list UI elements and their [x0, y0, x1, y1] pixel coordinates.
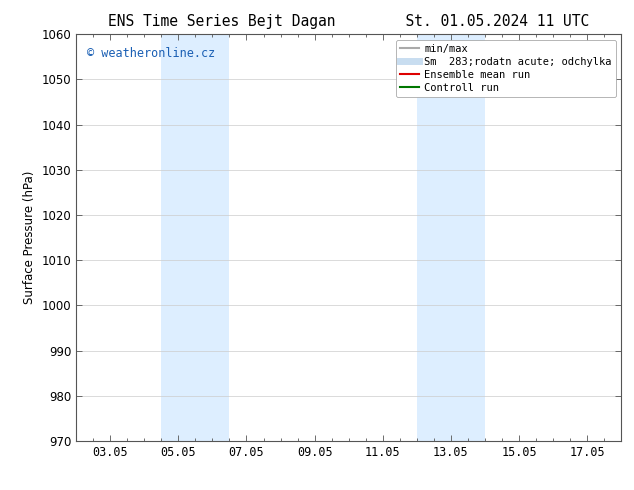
- Bar: [195, 34, 230, 441]
- Y-axis label: Surface Pressure (hPa): Surface Pressure (hPa): [23, 171, 36, 304]
- Legend: min/max, Sm  283;rodatn acute; odchylka, Ensemble mean run, Controll run: min/max, Sm 283;rodatn acute; odchylka, …: [396, 40, 616, 97]
- Bar: [451, 34, 485, 441]
- Bar: [417, 34, 451, 441]
- Title: ENS Time Series Bejt Dagan        St. 01.05.2024 11 UTC: ENS Time Series Bejt Dagan St. 01.05.202…: [108, 14, 590, 29]
- Bar: [161, 34, 195, 441]
- Text: © weatheronline.cz: © weatheronline.cz: [87, 47, 215, 59]
